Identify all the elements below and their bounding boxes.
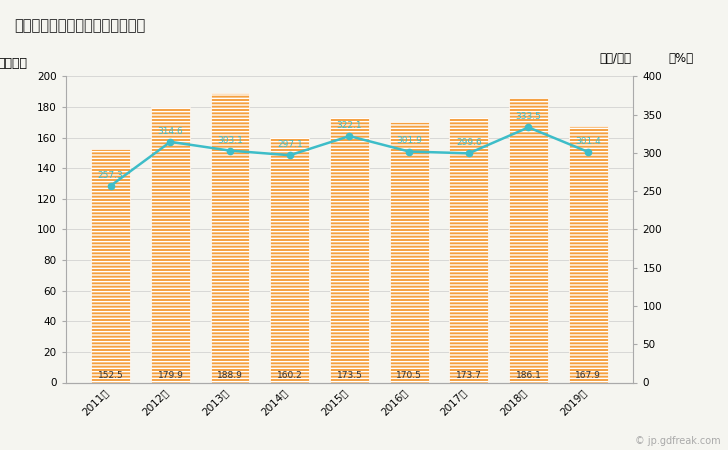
Bar	[330, 117, 369, 382]
Text: 333.5: 333.5	[515, 112, 542, 121]
Bar	[569, 126, 608, 382]
Bar	[389, 122, 429, 382]
Bar	[91, 149, 130, 382]
Text: 173.5: 173.5	[336, 371, 363, 380]
Text: 173.7: 173.7	[456, 371, 482, 380]
Text: 301.4: 301.4	[575, 137, 601, 146]
Text: 322.1: 322.1	[336, 121, 363, 130]
Text: 299.6: 299.6	[456, 138, 482, 147]
Text: 167.9: 167.9	[575, 371, 601, 380]
Text: 179.9: 179.9	[157, 371, 183, 380]
Text: 住宅用建築物の床面積合計の推移: 住宅用建築物の床面積合計の推移	[15, 18, 146, 33]
Text: © jp.gdfreak.com: © jp.gdfreak.com	[635, 436, 721, 446]
Bar	[449, 117, 488, 382]
Text: 297.1: 297.1	[277, 140, 303, 149]
Text: 160.2: 160.2	[277, 371, 303, 380]
Bar	[270, 137, 309, 382]
Text: 170.5: 170.5	[396, 371, 422, 380]
Text: ［㎡/棟］: ［㎡/棟］	[599, 52, 631, 65]
Text: 301.9: 301.9	[396, 136, 422, 145]
Text: 303.1: 303.1	[217, 135, 243, 144]
Text: 152.5: 152.5	[98, 371, 124, 380]
Text: ［%］: ［%］	[668, 52, 693, 65]
Text: ［万㎡］: ［万㎡］	[0, 58, 28, 70]
Bar	[509, 98, 548, 382]
Text: 188.9: 188.9	[217, 371, 243, 380]
Text: 186.1: 186.1	[515, 371, 542, 380]
Bar	[151, 107, 190, 382]
Text: 314.6: 314.6	[157, 127, 183, 136]
Bar	[210, 94, 250, 382]
Text: 257.3: 257.3	[98, 171, 124, 180]
